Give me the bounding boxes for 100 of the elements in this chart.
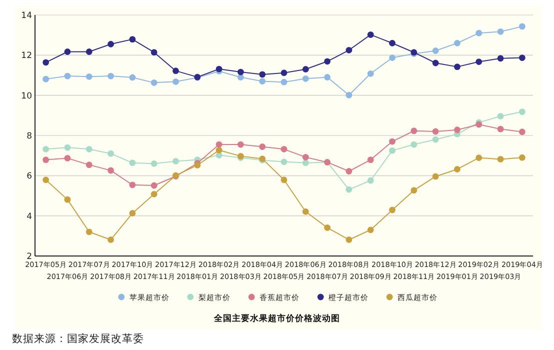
point <box>86 162 92 168</box>
point <box>367 70 374 77</box>
y-tick-label: 12 <box>21 51 32 62</box>
point <box>108 150 114 157</box>
point <box>237 141 244 148</box>
y-tick-label: 2 <box>26 252 32 262</box>
point <box>410 128 418 134</box>
point <box>280 78 288 86</box>
point <box>42 59 50 66</box>
point <box>280 146 288 152</box>
point <box>367 31 374 38</box>
point <box>172 78 179 85</box>
point <box>108 167 114 174</box>
point <box>346 46 352 54</box>
point <box>497 156 504 162</box>
point <box>302 160 309 166</box>
point <box>389 206 396 214</box>
point <box>410 141 418 148</box>
point <box>518 54 526 61</box>
point <box>432 60 439 66</box>
point <box>129 74 136 81</box>
point <box>42 156 50 163</box>
y-tick-label: 4 <box>26 212 32 222</box>
point <box>367 226 374 234</box>
point <box>280 158 288 166</box>
source-note: 数据来源：国家发展改革委 <box>12 332 144 345</box>
point <box>497 55 504 62</box>
point <box>302 75 309 82</box>
point <box>389 147 396 154</box>
point <box>389 54 396 61</box>
point <box>108 236 114 243</box>
point <box>108 72 114 80</box>
point <box>42 146 50 152</box>
y-tick-label: 10 <box>21 91 32 102</box>
text: 全国主要水果超市价价格波动图 <box>213 313 340 324</box>
point <box>302 154 309 160</box>
point <box>476 58 482 65</box>
point <box>518 108 526 115</box>
point <box>86 48 92 55</box>
point <box>454 40 460 46</box>
point <box>346 236 352 243</box>
point <box>237 74 244 80</box>
point <box>497 28 504 35</box>
point <box>302 66 309 72</box>
point <box>129 210 136 216</box>
point <box>259 71 266 78</box>
point <box>410 187 418 194</box>
point <box>518 154 526 161</box>
point <box>432 128 439 135</box>
point <box>108 40 114 48</box>
point <box>150 160 158 167</box>
point <box>150 182 158 189</box>
point <box>259 144 266 150</box>
point <box>367 177 374 184</box>
point <box>346 92 352 98</box>
point <box>280 70 288 76</box>
point <box>42 176 50 184</box>
point <box>64 144 71 151</box>
point <box>64 72 71 80</box>
point <box>454 126 460 134</box>
point <box>129 160 136 166</box>
point <box>259 78 266 84</box>
point <box>172 158 179 164</box>
point <box>367 156 374 163</box>
point <box>324 74 331 80</box>
point <box>432 48 439 54</box>
point <box>324 224 331 231</box>
point <box>64 48 71 55</box>
point <box>346 186 352 193</box>
y-tick-label: 6 <box>26 172 32 182</box>
point <box>216 146 222 154</box>
point <box>64 196 71 203</box>
point <box>150 190 158 198</box>
point <box>518 128 526 136</box>
point <box>237 68 244 76</box>
point <box>280 176 288 184</box>
point <box>172 68 179 74</box>
point <box>302 208 309 215</box>
point <box>129 182 136 188</box>
point <box>454 64 460 70</box>
point <box>454 166 460 172</box>
point <box>216 66 222 72</box>
point <box>497 126 504 132</box>
point <box>86 73 92 80</box>
point <box>129 36 136 42</box>
point <box>64 154 71 162</box>
point <box>346 168 352 174</box>
point <box>86 228 92 236</box>
point <box>389 40 396 46</box>
point <box>518 23 526 30</box>
point <box>86 146 92 152</box>
y-tick-label: 8 <box>26 132 32 142</box>
point <box>497 113 504 120</box>
point <box>150 79 158 86</box>
point <box>42 76 50 82</box>
point <box>216 141 222 148</box>
y-tick-label: 14 <box>21 11 32 21</box>
point <box>324 58 331 65</box>
point <box>150 49 158 56</box>
point <box>476 154 482 161</box>
